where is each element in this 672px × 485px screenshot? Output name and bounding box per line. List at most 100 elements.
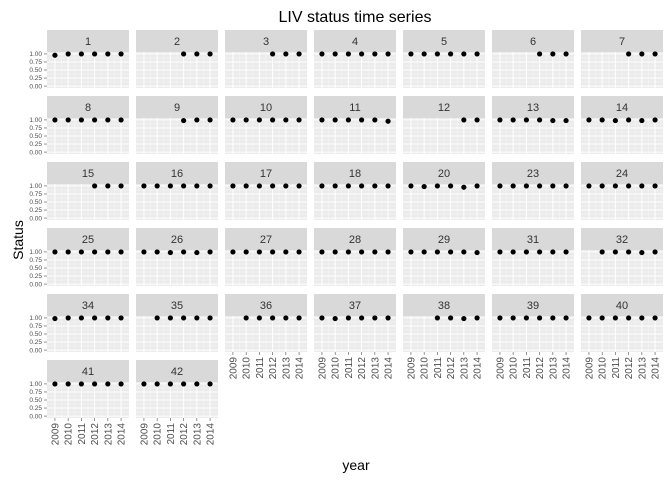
- x-tick-label: 2011: [611, 357, 622, 379]
- facet-strip: [136, 294, 218, 316]
- facet-panel: 11: [314, 96, 396, 154]
- data-point: [461, 117, 467, 123]
- x-tick-label: 2012: [446, 357, 457, 380]
- data-point: [359, 315, 365, 321]
- data-point: [372, 183, 378, 189]
- data-point: [639, 183, 645, 189]
- data-point: [332, 315, 338, 322]
- y-tick-label: 0.00: [29, 149, 42, 156]
- data-point: [52, 52, 58, 58]
- facet-label: 4: [352, 36, 358, 48]
- facet-strip: [225, 294, 307, 316]
- y-tick-label: 0.75: [29, 191, 42, 198]
- data-point: [270, 249, 276, 255]
- data-point: [385, 183, 391, 189]
- data-point: [563, 315, 569, 321]
- data-point: [319, 183, 325, 189]
- facet-strip: [314, 162, 396, 184]
- x-tick-label: 2011: [255, 357, 266, 379]
- data-point: [550, 117, 556, 124]
- data-point: [207, 249, 213, 255]
- facet-label: 35: [171, 300, 183, 312]
- data-point: [359, 117, 365, 123]
- x-tick-label: 2014: [473, 357, 484, 380]
- data-point: [497, 315, 503, 321]
- x-tick-label: 2014: [651, 357, 662, 380]
- x-tick-label: 2011: [166, 423, 177, 445]
- facet-strip: [136, 162, 218, 184]
- x-tick-label: 2009: [50, 423, 61, 446]
- facet-strip: [47, 360, 129, 382]
- data-point: [550, 249, 556, 255]
- facet-panel: 13: [492, 96, 574, 154]
- facet-panel: 17: [225, 162, 307, 220]
- facet-strip: [47, 162, 129, 184]
- y-tick-label: 0.25: [29, 141, 42, 148]
- data-point: [599, 315, 605, 321]
- data-point: [599, 183, 605, 189]
- data-point: [510, 183, 516, 189]
- x-tick-label: 2010: [242, 357, 253, 380]
- data-point: [78, 51, 84, 57]
- y-tick-label: 0.00: [29, 215, 42, 222]
- data-point: [194, 381, 200, 387]
- data-point: [194, 249, 200, 256]
- x-axis-label: year: [342, 457, 370, 473]
- data-point: [256, 117, 262, 123]
- data-point: [448, 183, 454, 189]
- data-point: [181, 315, 187, 321]
- data-point: [372, 117, 378, 123]
- data-point: [612, 315, 618, 321]
- data-point: [52, 381, 58, 387]
- facet-strip: [492, 162, 574, 184]
- y-tick-label: 0.75: [29, 389, 42, 396]
- data-point: [372, 315, 378, 321]
- x-tick-label: 2009: [317, 357, 328, 380]
- data-point: [474, 183, 480, 189]
- data-point: [65, 117, 71, 123]
- y-tick-label: 0.75: [29, 257, 42, 264]
- facet-strip: [314, 228, 396, 250]
- y-tick-label: 0.25: [29, 273, 42, 280]
- data-point: [92, 51, 98, 57]
- facet-panel: 27: [225, 228, 307, 286]
- data-point: [181, 183, 187, 189]
- data-point: [78, 381, 84, 387]
- facet-strip: [581, 162, 663, 184]
- facet-label: 7: [619, 36, 625, 48]
- facet-panel: 4: [314, 30, 396, 88]
- data-point: [537, 249, 543, 255]
- data-point: [167, 381, 173, 387]
- facet-strip: [47, 30, 129, 52]
- facet-label: 37: [349, 300, 361, 312]
- y-axis-label: Status: [10, 220, 26, 260]
- x-tick-label: 2012: [268, 357, 279, 380]
- data-point: [118, 315, 124, 321]
- facet-label: 8: [85, 102, 91, 114]
- facet-panel: 24: [581, 162, 663, 220]
- y-tick-label: 1.00: [29, 183, 42, 190]
- data-point: [141, 381, 147, 387]
- data-point: [586, 315, 592, 321]
- facet-label: 23: [527, 168, 539, 180]
- x-tick-label: 2010: [509, 357, 520, 380]
- data-point: [448, 315, 454, 321]
- data-point: [283, 183, 289, 189]
- x-tick-label: 2013: [459, 357, 470, 380]
- data-point: [563, 249, 569, 255]
- facet-label: 6: [530, 36, 536, 48]
- data-point: [296, 183, 302, 189]
- data-point: [332, 51, 338, 57]
- data-point: [194, 315, 200, 321]
- data-point: [283, 51, 289, 57]
- data-point: [105, 315, 111, 321]
- data-point: [141, 249, 147, 255]
- facet-label: 39: [527, 300, 539, 312]
- data-point: [65, 315, 71, 321]
- data-point: [421, 51, 427, 57]
- data-point: [359, 51, 365, 57]
- facet-label: 20: [438, 168, 450, 180]
- data-point: [510, 117, 516, 123]
- data-point: [78, 315, 84, 321]
